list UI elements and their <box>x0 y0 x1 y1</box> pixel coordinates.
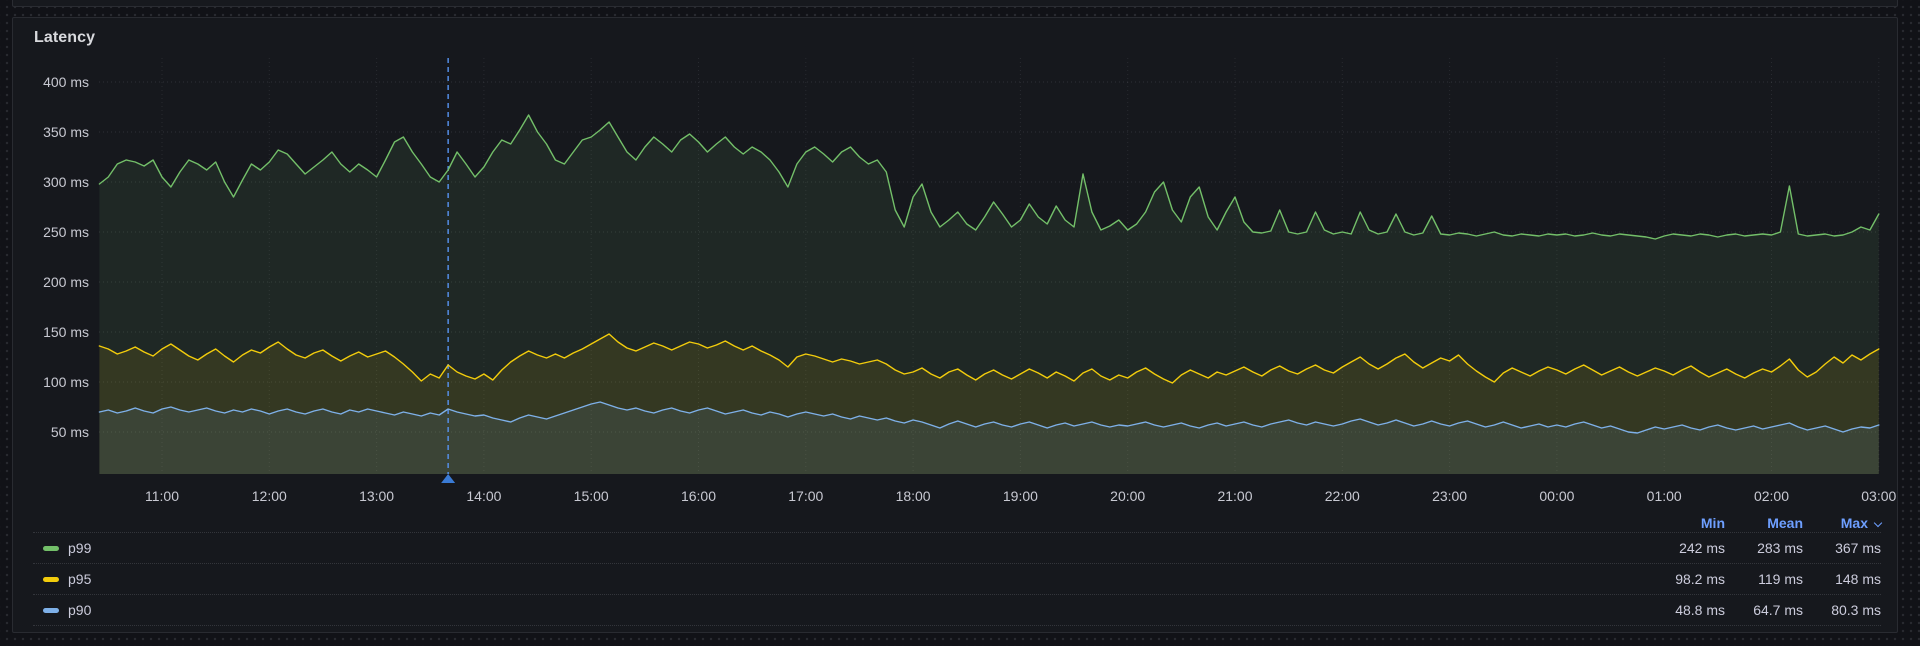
previous-panel-edge <box>12 0 1898 7</box>
svg-text:100 ms: 100 ms <box>43 374 89 390</box>
svg-text:23:00: 23:00 <box>1432 488 1467 504</box>
svg-text:01:00: 01:00 <box>1647 488 1682 504</box>
p99-min-value: 242 ms <box>1679 540 1725 556</box>
svg-text:400 ms: 400 ms <box>43 74 89 90</box>
p90-swatch-icon <box>43 607 59 613</box>
p95-min-value: 98.2 ms <box>1675 571 1725 587</box>
svg-text:03:00: 03:00 <box>1861 488 1896 504</box>
legend-series-p90[interactable]: p90 <box>33 602 1647 618</box>
svg-text:20:00: 20:00 <box>1110 488 1145 504</box>
legend-series-p95[interactable]: p95 <box>33 571 1647 587</box>
legend-row-p99: p99 242 ms 283 ms 367 ms <box>33 532 1881 563</box>
svg-text:50 ms: 50 ms <box>51 424 89 440</box>
p95-mean-value: 119 ms <box>1758 571 1803 587</box>
panel-title: Latency <box>34 29 96 46</box>
sort-desc-icon <box>1873 518 1883 527</box>
svg-text:11:00: 11:00 <box>145 488 179 504</box>
svg-text:16:00: 16:00 <box>681 488 716 504</box>
legend-sort-mean[interactable]: Mean <box>1767 514 1803 531</box>
series-label: p95 <box>68 571 92 587</box>
p90-min-value: 48.8 ms <box>1675 602 1725 618</box>
p90-mean-value: 64.7 ms <box>1753 602 1803 618</box>
svg-text:200 ms: 200 ms <box>43 274 89 290</box>
svg-text:15:00: 15:00 <box>574 488 609 504</box>
svg-text:19:00: 19:00 <box>1003 488 1038 504</box>
svg-text:13:00: 13:00 <box>359 488 394 504</box>
legend-sort-min[interactable]: Min <box>1700 514 1725 531</box>
svg-text:300 ms: 300 ms <box>43 174 89 190</box>
svg-text:02:00: 02:00 <box>1754 488 1789 504</box>
legend-table: Min Mean Max p99 242 ms 283 ms 367 ms p9… <box>33 513 1883 626</box>
series-label: p99 <box>68 540 92 556</box>
p99-max-value: 367 ms <box>1835 540 1881 556</box>
p95-max-value: 148 ms <box>1835 571 1881 587</box>
svg-text:14:00: 14:00 <box>466 488 501 504</box>
p90-max-value: 80.3 ms <box>1831 602 1881 618</box>
legend-sort-max[interactable]: Max <box>1803 515 1883 531</box>
latency-panel: Latency 50 ms 100 ms 150 ms 200 ms 250 ms 300… <box>12 17 1898 633</box>
p95-swatch-icon <box>43 576 59 582</box>
legend-row-p95: p95 98.2 ms 119 ms 148 ms <box>33 563 1881 594</box>
svg-text:350 ms: 350 ms <box>43 124 89 140</box>
svg-text:21:00: 21:00 <box>1217 488 1252 504</box>
legend-header: Min Mean Max <box>33 513 1883 532</box>
legend-row-p90: p90 48.8 ms 64.7 ms 80.3 ms <box>33 594 1881 626</box>
svg-text:150 ms: 150 ms <box>43 324 89 340</box>
svg-text:22:00: 22:00 <box>1325 488 1360 504</box>
svg-text:00:00: 00:00 <box>1539 488 1574 504</box>
svg-text:17:00: 17:00 <box>788 488 823 504</box>
p99-mean-value: 283 ms <box>1757 540 1803 556</box>
svg-text:12:00: 12:00 <box>252 488 287 504</box>
legend-series-p99[interactable]: p99 <box>33 540 1647 556</box>
svg-text:250 ms: 250 ms <box>43 224 89 240</box>
p99-swatch-icon <box>43 545 59 551</box>
latency-chart[interactable]: 50 ms 100 ms 150 ms 200 ms 250 ms 300 ms 350 m… <box>13 18 1897 632</box>
svg-text:18:00: 18:00 <box>896 488 931 504</box>
series-label: p90 <box>68 602 92 618</box>
